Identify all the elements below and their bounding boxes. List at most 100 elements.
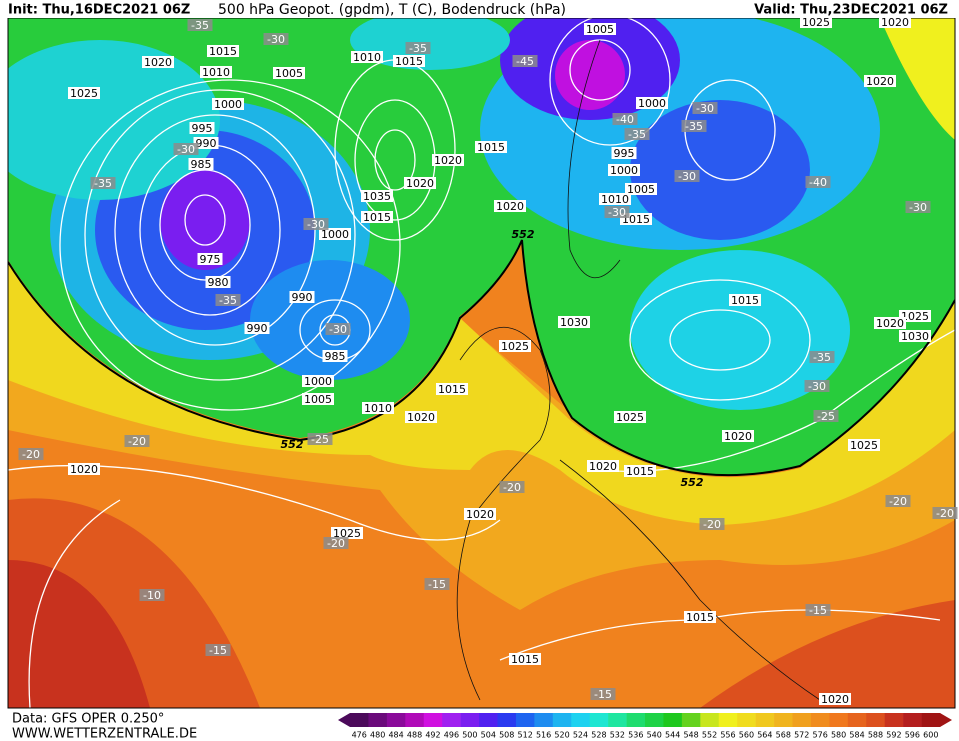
pressure-label-box	[205, 276, 231, 288]
temperature-label: -35	[409, 42, 427, 55]
temperature-label-box	[674, 170, 700, 182]
colorbar-label: 500	[462, 731, 477, 740]
isobar	[184, 194, 226, 246]
temperature-label: -20	[327, 537, 345, 550]
pressure-label: 1025	[501, 340, 529, 353]
colorbar-label: 492	[425, 731, 440, 740]
pressure-label: 1015	[363, 211, 391, 224]
colorbar-cell	[386, 713, 406, 727]
pressure-label-box	[499, 340, 531, 352]
colorbar-label: 588	[868, 731, 883, 740]
yellow-corner	[880, 18, 955, 140]
temperature-label: -15	[809, 604, 827, 617]
pressure-label: 1020	[407, 411, 435, 424]
temperature-label-box	[813, 410, 839, 422]
colorbar-cell	[460, 713, 480, 727]
pressure-label: 1035	[363, 190, 391, 203]
temperature-label: -35	[628, 128, 646, 141]
colorbar-label: 592	[886, 731, 901, 740]
colorbar-cell	[571, 713, 590, 727]
pressure-label: 1005	[586, 23, 614, 36]
pressure-label-box	[302, 375, 334, 387]
colorbar-label: 484	[388, 731, 403, 740]
colorbar-cell	[497, 713, 517, 727]
colorbar-label: 536	[628, 731, 643, 740]
pressure-label-box	[244, 322, 270, 334]
pressure-label-box	[800, 16, 832, 28]
yellow-band	[8, 262, 955, 525]
colorbar-cell	[755, 713, 775, 727]
colorbar-label: 556	[720, 731, 735, 740]
temperature-label: -30	[177, 143, 195, 156]
colorbar-cell	[829, 713, 849, 727]
pressure-label: 1020	[466, 508, 494, 521]
colorbar-arrow	[338, 713, 350, 727]
pressure-label: 1005	[275, 67, 303, 80]
colorbar-label: 532	[610, 731, 625, 740]
colorbar-label: 580	[831, 731, 846, 740]
pressure-label-box	[899, 330, 931, 342]
pressure-label: 995	[614, 147, 635, 160]
colorbar-arrow	[940, 713, 952, 727]
pressure-label: 1000	[321, 228, 349, 241]
contour-552	[8, 239, 955, 477]
temperature-label: -35	[685, 120, 703, 133]
cold-pool-4b	[630, 100, 810, 240]
pressure-label-box	[188, 158, 214, 170]
warm-field-4	[700, 600, 955, 708]
geopotential-label: 552	[512, 228, 535, 241]
pressure-label: 1015	[477, 141, 505, 154]
pressure-label: 1000	[638, 97, 666, 110]
pressure-label-box	[624, 465, 656, 477]
pressure-label-box	[212, 98, 244, 110]
temperature-label: -30	[909, 201, 927, 214]
pressure-label-box	[68, 463, 100, 475]
temperature-label-box	[590, 688, 616, 700]
colorbar-cell	[681, 713, 701, 727]
pressure-label: 1020	[866, 75, 894, 88]
colorbar-cell	[405, 713, 425, 727]
pressure-label: 1015	[731, 294, 759, 307]
pressure-label-box	[874, 317, 906, 329]
colorbar-cell	[921, 713, 941, 727]
temperature-label-box	[139, 589, 165, 601]
pressure-label: 990	[247, 322, 268, 335]
isobar	[28, 499, 121, 708]
colorbar-label: 560	[739, 731, 754, 740]
temperature-label: -30	[696, 102, 714, 115]
pressure-label-box	[611, 147, 637, 159]
pressure-label-box	[289, 291, 315, 303]
colorbar-label: 572	[794, 731, 809, 740]
pressure-label: 1020	[496, 200, 524, 213]
pressure-label-box	[322, 350, 348, 362]
colorbar-label: 540	[647, 731, 662, 740]
colorbar-label: 516	[536, 731, 551, 740]
isobar	[84, 89, 356, 381]
pressure-label-box	[509, 653, 541, 665]
pressure-label-box	[405, 411, 437, 423]
pressure-label: 990	[292, 291, 313, 304]
colorbar-cell	[866, 713, 885, 727]
site-name: WWW.WETTERZENTRALE.DE	[12, 727, 197, 741]
colorbar-cell	[479, 713, 498, 727]
temperature-label-box	[805, 176, 831, 188]
colorbar-label: 576	[813, 731, 828, 740]
pressure-label: 1010	[364, 402, 392, 415]
pressure-label-box	[587, 460, 619, 472]
isobar	[599, 329, 955, 473]
temperature-label: -20	[503, 481, 521, 494]
colorbar-cell	[884, 713, 904, 727]
pressure-label-box	[879, 16, 911, 28]
pressure-label: 1010	[601, 193, 629, 206]
geopotential-label: 552	[281, 438, 304, 451]
pressure-label: 1020	[434, 154, 462, 167]
colorbar-cell	[515, 713, 535, 727]
cold-pool-1c	[160, 170, 250, 270]
pressure-label: 1015	[626, 465, 654, 478]
pressure-label: 1020	[70, 463, 98, 476]
pressure-label: 1030	[901, 330, 929, 343]
pressure-label: 1015	[438, 383, 466, 396]
colorbar-label: 544	[665, 731, 680, 740]
colorbar-label: 524	[573, 731, 588, 740]
